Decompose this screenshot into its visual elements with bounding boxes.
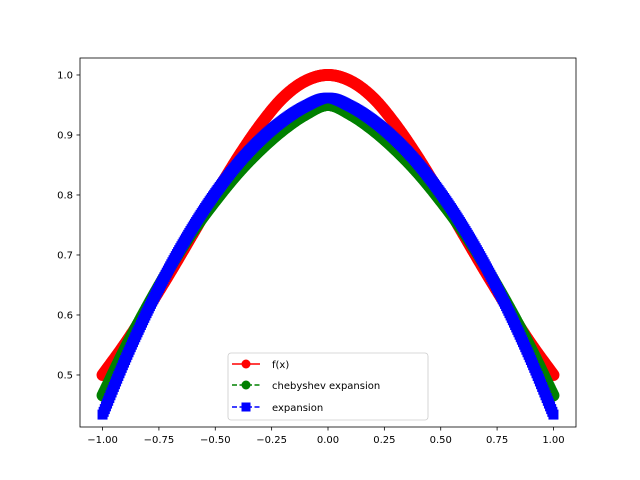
- y-axis: 0.5 0.6 0.7 0.8 0.9 1.0: [57, 70, 80, 381]
- y-tick-label: 0.8: [57, 190, 73, 201]
- legend-marker-expansion: [241, 402, 251, 412]
- legend-entry-chebyshev-expansion: chebyshev expansion: [232, 380, 380, 392]
- x-axis: −1.00 −0.75 −0.50 −0.25 0.00 0.25 0.50 0.75 1.00: [87, 427, 565, 446]
- x-tick-label: 0.00: [317, 435, 339, 446]
- y-tick-label: 0.6: [57, 310, 73, 321]
- legend-label-f-x: f(x): [272, 360, 289, 371]
- legend: f(x) chebyshev expansion expansion: [227, 352, 429, 421]
- y-tick-label: 1.0: [57, 70, 73, 81]
- legend-marker-chebyshev-expansion: [241, 380, 251, 390]
- legend-entry-f-x: f(x): [232, 359, 289, 371]
- y-tick-label: 0.7: [57, 250, 73, 261]
- x-tick-label: 1.00: [542, 435, 564, 446]
- x-tick-label: −1.00: [87, 435, 118, 446]
- legend-box: [227, 352, 429, 421]
- y-tick-label: 0.5: [57, 370, 73, 381]
- legend-marker-f-x: [241, 359, 251, 369]
- series-expansion: [97, 92, 559, 420]
- x-tick-label: 0.75: [486, 435, 508, 446]
- legend-label-expansion: expansion: [272, 403, 323, 414]
- x-tick-label: 0.50: [430, 435, 452, 446]
- legend-entry-expansion: expansion: [232, 402, 323, 414]
- series-layer: [96, 68, 560, 420]
- x-tick-label: −0.50: [200, 435, 231, 446]
- x-tick-label: 0.25: [373, 435, 395, 446]
- data-point: [548, 409, 559, 420]
- y-tick-label: 0.9: [57, 130, 73, 141]
- x-tick-label: −0.75: [144, 435, 175, 446]
- x-tick-label: −0.25: [256, 435, 287, 446]
- legend-label-chebyshev-expansion: chebyshev expansion: [272, 381, 380, 392]
